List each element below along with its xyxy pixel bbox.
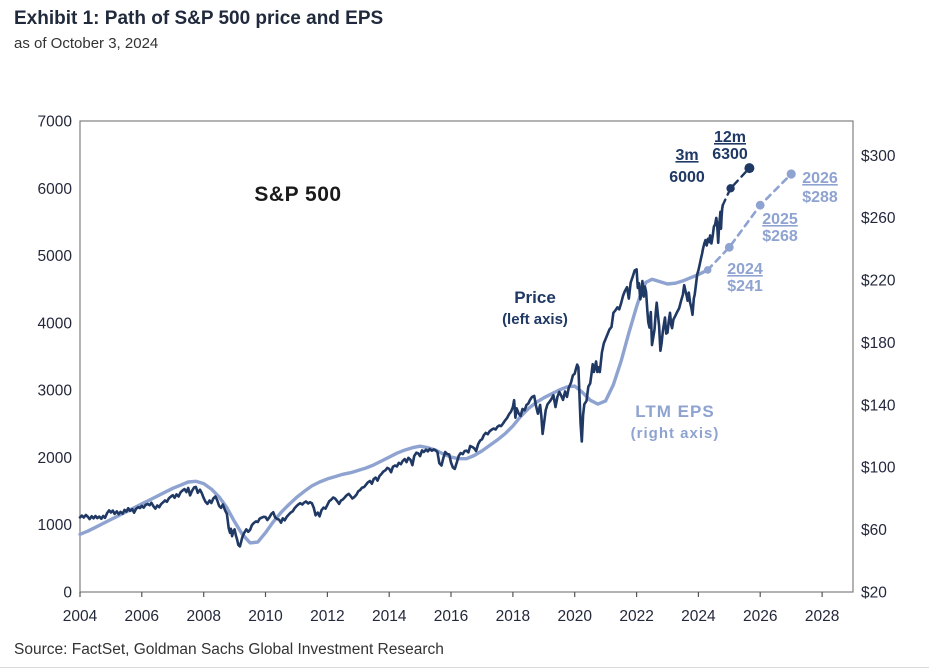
- x-axis-tick-label: 2014: [372, 608, 407, 625]
- x-axis-tick-label: 2020: [557, 608, 592, 625]
- x-axis-tick-label: 2006: [125, 608, 159, 625]
- exhibit-subtitle: as of October 3, 2024: [14, 35, 159, 52]
- y-axis-left-tick-label: 3000: [38, 383, 73, 400]
- source-note: Source: FactSet, Goldman Sachs Global In…: [14, 641, 444, 658]
- x-axis-tick-label: 2016: [434, 608, 468, 625]
- y-axis-right-tick-label: $100: [861, 460, 896, 477]
- eps-line: [78, 268, 710, 545]
- y-axis-right-tick-label: $260: [861, 210, 896, 227]
- bottom-divider: [0, 667, 929, 668]
- exhibit-header: Exhibit 1: Path of S&P 500 price and EPS…: [14, 8, 383, 52]
- price-label: Price: [514, 288, 556, 307]
- y-axis-right-tick-label: $220: [861, 273, 896, 290]
- y-axis-right-tick-label: $60: [861, 522, 887, 539]
- x-axis-tick-label: 2018: [496, 608, 530, 625]
- x-axis-tick-label: 2012: [310, 608, 344, 625]
- exhibit-title: Exhibit 1: Path of S&P 500 price and EPS: [14, 8, 384, 29]
- y-axis-left-tick-label: 2000: [38, 450, 73, 467]
- eps-forecast-dot: [724, 242, 734, 252]
- y-axis-left-tick-label: 5000: [38, 248, 73, 265]
- ann-2026-label: 2026: [802, 170, 838, 187]
- y-axis-right-tick-label: $20: [861, 585, 887, 602]
- eps-forecast-line: [706, 172, 793, 272]
- ann-2025-value: $268: [762, 228, 798, 245]
- ann-3m-label: 3m: [675, 147, 698, 164]
- y-axis-right-tick-label: $180: [861, 335, 896, 352]
- y-axis-right-tick-label: $140: [861, 397, 896, 414]
- x-axis-tick-label: 2026: [743, 608, 777, 625]
- price-label: (left axis): [502, 311, 568, 328]
- x-axis-tick-label: 2024: [681, 608, 716, 625]
- price-line: [78, 203, 725, 548]
- x-axis-tick-label: 2010: [248, 608, 283, 625]
- ann-2024-label: 2024: [727, 261, 763, 278]
- y-axis-left-tick-label: 1000: [38, 517, 73, 534]
- plot-frame: [79, 120, 854, 593]
- y-axis-left-tick-label: 0: [63, 585, 72, 602]
- x-axis-tick-label: 2008: [186, 608, 220, 625]
- eps-forecast-dot: [786, 169, 796, 179]
- ann-2024-value: $241: [727, 278, 763, 295]
- ann-2025-label: 2025: [762, 211, 798, 228]
- ann-3m-value: 6000: [669, 169, 705, 186]
- y-axis-left-tick-label: 4000: [38, 315, 73, 332]
- y-axis-left-tick-label: 7000: [38, 114, 73, 131]
- eps-forecast-dot: [703, 266, 712, 274]
- eps-label: LTM EPS: [635, 402, 714, 421]
- y-axis-left-tick-label: 6000: [38, 181, 73, 198]
- x-axis-tick-label: 2022: [619, 608, 653, 625]
- eps-label: (right axis): [631, 425, 720, 442]
- x-axis-tick-label: 2028: [805, 608, 839, 625]
- ann-12m-label: 12m: [714, 129, 746, 146]
- x-axis-tick-label: 2004: [63, 608, 98, 625]
- sp500-label: S&P 500: [254, 183, 341, 206]
- y-axis-right-tick-label: $300: [861, 148, 896, 165]
- price-forecast-dot: [744, 163, 755, 174]
- ann-12m-value: 6300: [712, 146, 748, 163]
- ann-2026-value: $288: [802, 189, 838, 206]
- eps-forecast-dot: [755, 200, 765, 210]
- price-forecast-dot: [726, 184, 735, 193]
